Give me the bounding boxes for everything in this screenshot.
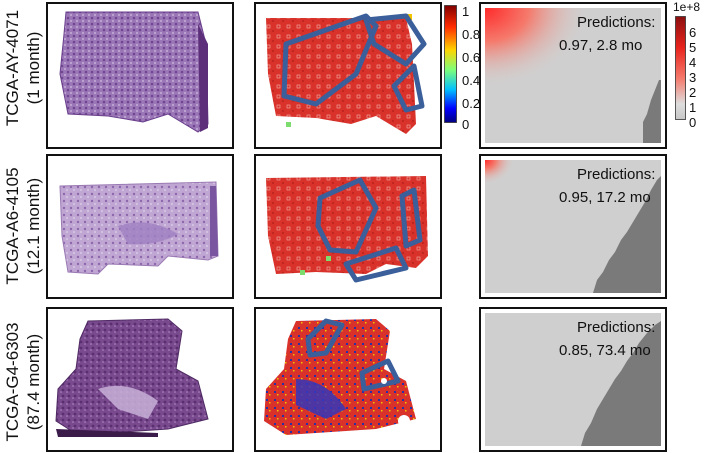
prediction-label-1: Predictions: <box>577 14 656 31</box>
survival-tick: 1 <box>689 100 697 115</box>
survival-time-3: (87.4 month) <box>24 333 43 431</box>
attention-map-1 <box>266 13 427 134</box>
survival-time-2: (12.1 month) <box>24 177 43 275</box>
attention-map-2 <box>266 176 428 283</box>
attention-panel-3 <box>254 307 442 452</box>
prediction-label-3: Predictions: <box>577 319 656 336</box>
row-label-3: TCGA-G4-6303 (87.4 month) <box>2 318 44 446</box>
annotation-region <box>315 177 379 255</box>
wsi-thumbnail-1 <box>59 11 209 133</box>
survival-time-1: (1 month) <box>24 31 43 105</box>
attention-tick: 0.6 <box>462 50 481 65</box>
survival-tick: 5 <box>689 40 697 55</box>
survival-tick: 2 <box>689 85 697 100</box>
wsi-panel-2 <box>46 154 234 299</box>
row-label-1: TCGA-AY-4071 (1 month) <box>2 8 44 128</box>
survival-panel-1: Predictions: 0.97, 2.8 mo <box>479 2 667 149</box>
attention-colorbar-gradient <box>444 5 457 123</box>
survival-panel-3: Predictions: 0.85, 73.4 mo <box>479 307 667 452</box>
survival-tick: 0 <box>689 115 697 130</box>
wsi-thumbnail-3 <box>55 318 209 437</box>
survival-map-1 <box>485 8 661 143</box>
annotation-region <box>305 318 345 358</box>
wsi-thumbnail-2 <box>59 181 219 275</box>
case-id-2: TCGA-A6-4105 <box>3 167 22 285</box>
survival-tick: 4 <box>689 55 697 70</box>
survival-panel-2: Predictions: 0.95, 17.2 mo <box>479 154 667 299</box>
survival-tick: 6 <box>689 25 697 40</box>
annotation-region <box>359 358 401 392</box>
attention-panel-2 <box>254 154 442 299</box>
annotation-region <box>281 13 379 107</box>
prediction-value-2: 0.95, 17.2 mo <box>559 189 651 206</box>
attention-tick: 0.4 <box>462 73 481 88</box>
attention-tick: 0.2 <box>462 96 481 111</box>
attention-tick: 0 <box>462 117 470 132</box>
survival-map-3 <box>485 313 661 446</box>
survival-tick: 3 <box>689 70 697 85</box>
annotation-region <box>399 187 423 249</box>
survival-colorbar: 1e+8 6 5 4 3 2 1 0 <box>673 0 708 140</box>
wsi-panel-1 <box>46 2 234 149</box>
prediction-value-1: 0.97, 2.8 mo <box>559 37 643 54</box>
survival-map-2 <box>485 160 661 293</box>
annotation-region <box>343 245 409 283</box>
attention-tick: 0.8 <box>462 27 481 42</box>
survival-colorbar-gradient <box>675 16 686 120</box>
case-id-1: TCGA-AY-4071 <box>3 9 22 127</box>
attention-panel-1 <box>254 2 442 149</box>
attention-map-3 <box>264 318 416 435</box>
row-label-2: TCGA-A6-4105 (12.1 month) <box>2 162 44 290</box>
attention-tick: 1 <box>462 4 470 19</box>
attention-colorbar: 1 0.8 0.6 0.4 0.2 0 <box>444 4 484 132</box>
annotation-region <box>391 63 425 113</box>
case-id-3: TCGA-G4-6303 <box>3 322 22 442</box>
annotation-region <box>363 13 427 67</box>
prediction-label-2: Predictions: <box>577 166 656 183</box>
prediction-value-3: 0.85, 73.4 mo <box>559 342 651 359</box>
wsi-panel-3 <box>46 307 234 452</box>
colorbar-exponent: 1e+8 <box>673 0 701 14</box>
